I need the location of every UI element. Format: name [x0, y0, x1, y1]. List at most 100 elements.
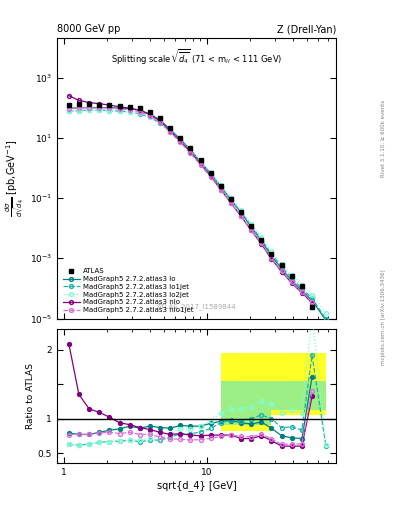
- MadGraph5 2.7.2.atlas3 nlo: [77, 97, 81, 103]
- ATLAS: [289, 273, 294, 280]
- MadGraph5 2.7.2.atlas3 lo: [219, 183, 223, 189]
- ATLAS: [229, 197, 233, 203]
- Line: ATLAS: ATLAS: [66, 102, 314, 309]
- MadGraph5 2.7.2.atlas3 lo1jet: [188, 148, 193, 155]
- Y-axis label: Ratio to ATLAS: Ratio to ATLAS: [26, 363, 35, 429]
- MadGraph5 2.7.2.atlas3 lo1jet: [178, 138, 183, 144]
- MadGraph5 2.7.2.atlas3 nlo1jet: [158, 119, 162, 125]
- ATLAS: [269, 251, 274, 257]
- MadGraph5 2.7.2.atlas3 lo2jet: [178, 137, 183, 143]
- ATLAS: [279, 262, 284, 268]
- MadGraph5 2.7.2.atlas3 lo: [239, 209, 243, 216]
- MadGraph5 2.7.2.atlas3 lo1jet: [323, 316, 328, 322]
- MadGraph5 2.7.2.atlas3 lo2jet: [198, 159, 203, 165]
- MadGraph5 2.7.2.atlas3 lo1jet: [239, 209, 243, 215]
- MadGraph5 2.7.2.atlas3 nlo: [299, 290, 304, 296]
- MadGraph5 2.7.2.atlas3 lo2jet: [269, 248, 274, 254]
- ATLAS: [87, 101, 92, 108]
- MadGraph5 2.7.2.atlas3 nlo: [208, 173, 213, 179]
- MadGraph5 2.7.2.atlas3 lo: [279, 266, 284, 272]
- Line: MadGraph5 2.7.2.atlas3 nlo1jet: MadGraph5 2.7.2.atlas3 nlo1jet: [67, 106, 314, 304]
- MadGraph5 2.7.2.atlas3 nlo1jet: [310, 299, 314, 305]
- MadGraph5 2.7.2.atlas3 nlo: [310, 300, 314, 306]
- MadGraph5 2.7.2.atlas3 lo1jet: [299, 285, 304, 291]
- MadGraph5 2.7.2.atlas3 nlo1jet: [127, 107, 132, 113]
- MadGraph5 2.7.2.atlas3 lo2jet: [229, 195, 233, 201]
- MadGraph5 2.7.2.atlas3 nlo: [147, 112, 152, 118]
- MadGraph5 2.7.2.atlas3 lo2jet: [239, 207, 243, 213]
- MadGraph5 2.7.2.atlas3 lo: [299, 287, 304, 293]
- MadGraph5 2.7.2.atlas3 lo2jet: [97, 107, 102, 113]
- MadGraph5 2.7.2.atlas3 lo: [117, 105, 122, 111]
- ATLAS: [147, 109, 152, 115]
- MadGraph5 2.7.2.atlas3 nlo1jet: [299, 289, 304, 295]
- MadGraph5 2.7.2.atlas3 nlo: [117, 103, 122, 110]
- MadGraph5 2.7.2.atlas3 lo1jet: [158, 120, 162, 126]
- MadGraph5 2.7.2.atlas3 lo2jet: [168, 128, 173, 134]
- MadGraph5 2.7.2.atlas3 lo: [188, 147, 193, 153]
- MadGraph5 2.7.2.atlas3 nlo1jet: [66, 105, 71, 112]
- MadGraph5 2.7.2.atlas3 lo2jet: [310, 292, 314, 298]
- ATLAS: [158, 115, 162, 121]
- ATLAS: [97, 102, 102, 108]
- MadGraph5 2.7.2.atlas3 lo1jet: [198, 160, 203, 166]
- ATLAS: [66, 102, 71, 109]
- MadGraph5 2.7.2.atlas3 nlo: [219, 186, 223, 193]
- MadGraph5 2.7.2.atlas3 lo: [249, 224, 253, 230]
- MadGraph5 2.7.2.atlas3 lo2jet: [249, 221, 253, 227]
- ATLAS: [107, 102, 112, 109]
- Line: MadGraph5 2.7.2.atlas3 lo1jet: MadGraph5 2.7.2.atlas3 lo1jet: [67, 109, 328, 321]
- ATLAS: [239, 209, 243, 215]
- MadGraph5 2.7.2.atlas3 nlo1jet: [279, 268, 284, 274]
- MadGraph5 2.7.2.atlas3 nlo1jet: [219, 187, 223, 193]
- MadGraph5 2.7.2.atlas3 lo: [107, 104, 112, 111]
- ATLAS: [310, 304, 314, 310]
- MadGraph5 2.7.2.atlas3 lo1jet: [208, 172, 213, 178]
- MadGraph5 2.7.2.atlas3 lo1jet: [310, 295, 314, 301]
- Y-axis label: $\frac{d\sigma}{d\sqrt{d_4}}$ [pb,GeV$^{-1}$]: $\frac{d\sigma}{d\sqrt{d_4}}$ [pb,GeV$^{…: [4, 140, 27, 218]
- MadGraph5 2.7.2.atlas3 nlo: [158, 118, 162, 124]
- MadGraph5 2.7.2.atlas3 lo1jet: [87, 107, 92, 113]
- Text: Splitting scale$\sqrt{\overline{d_4}}$ (71 < m$_{ll}$ < 111 GeV): Splitting scale$\sqrt{\overline{d_4}}$ (…: [111, 47, 282, 66]
- MadGraph5 2.7.2.atlas3 lo: [259, 238, 264, 244]
- MadGraph5 2.7.2.atlas3 nlo1jet: [77, 104, 81, 111]
- MadGraph5 2.7.2.atlas3 lo2jet: [208, 170, 213, 176]
- MadGraph5 2.7.2.atlas3 lo2jet: [117, 108, 122, 114]
- MadGraph5 2.7.2.atlas3 lo: [97, 104, 102, 111]
- MadGraph5 2.7.2.atlas3 lo: [147, 111, 152, 117]
- Text: ATLAS_2017_I1589844: ATLAS_2017_I1589844: [157, 304, 236, 310]
- MadGraph5 2.7.2.atlas3 lo2jet: [87, 107, 92, 113]
- MadGraph5 2.7.2.atlas3 nlo: [127, 105, 132, 111]
- MadGraph5 2.7.2.atlas3 lo2jet: [323, 310, 328, 316]
- MadGraph5 2.7.2.atlas3 nlo1jet: [138, 109, 142, 115]
- MadGraph5 2.7.2.atlas3 lo2jet: [299, 282, 304, 288]
- Line: MadGraph5 2.7.2.atlas3 lo2jet: MadGraph5 2.7.2.atlas3 lo2jet: [67, 109, 328, 315]
- MadGraph5 2.7.2.atlas3 nlo1jet: [259, 241, 264, 247]
- MadGraph5 2.7.2.atlas3 nlo1jet: [289, 280, 294, 286]
- MadGraph5 2.7.2.atlas3 nlo: [168, 128, 173, 134]
- Text: mcplots.cern.ch [arXiv:1306.3436]: mcplots.cern.ch [arXiv:1306.3436]: [381, 270, 386, 365]
- MadGraph5 2.7.2.atlas3 lo1jet: [97, 107, 102, 113]
- MadGraph5 2.7.2.atlas3 lo2jet: [138, 110, 142, 116]
- MadGraph5 2.7.2.atlas3 nlo1jet: [239, 212, 243, 219]
- MadGraph5 2.7.2.atlas3 lo2jet: [279, 261, 284, 267]
- MadGraph5 2.7.2.atlas3 lo1jet: [269, 251, 274, 257]
- Text: Z (Drell-Yan): Z (Drell-Yan): [277, 24, 336, 34]
- MadGraph5 2.7.2.atlas3 lo: [77, 104, 81, 111]
- MadGraph5 2.7.2.atlas3 lo2jet: [127, 109, 132, 115]
- MadGraph5 2.7.2.atlas3 lo: [208, 170, 213, 177]
- X-axis label: sqrt{d_4} [GeV]: sqrt{d_4} [GeV]: [157, 480, 236, 491]
- MadGraph5 2.7.2.atlas3 nlo: [188, 149, 193, 155]
- MadGraph5 2.7.2.atlas3 nlo: [279, 269, 284, 275]
- MadGraph5 2.7.2.atlas3 lo1jet: [259, 237, 264, 243]
- MadGraph5 2.7.2.atlas3 nlo: [249, 227, 253, 233]
- MadGraph5 2.7.2.atlas3 lo: [87, 104, 92, 111]
- MadGraph5 2.7.2.atlas3 nlo: [138, 107, 142, 113]
- Line: MadGraph5 2.7.2.atlas3 lo: MadGraph5 2.7.2.atlas3 lo: [67, 106, 328, 322]
- ATLAS: [138, 105, 142, 112]
- MadGraph5 2.7.2.atlas3 lo2jet: [77, 108, 81, 114]
- MadGraph5 2.7.2.atlas3 lo1jet: [168, 129, 173, 135]
- MadGraph5 2.7.2.atlas3 lo1jet: [127, 109, 132, 115]
- MadGraph5 2.7.2.atlas3 lo1jet: [66, 109, 71, 115]
- MadGraph5 2.7.2.atlas3 nlo1jet: [97, 105, 102, 111]
